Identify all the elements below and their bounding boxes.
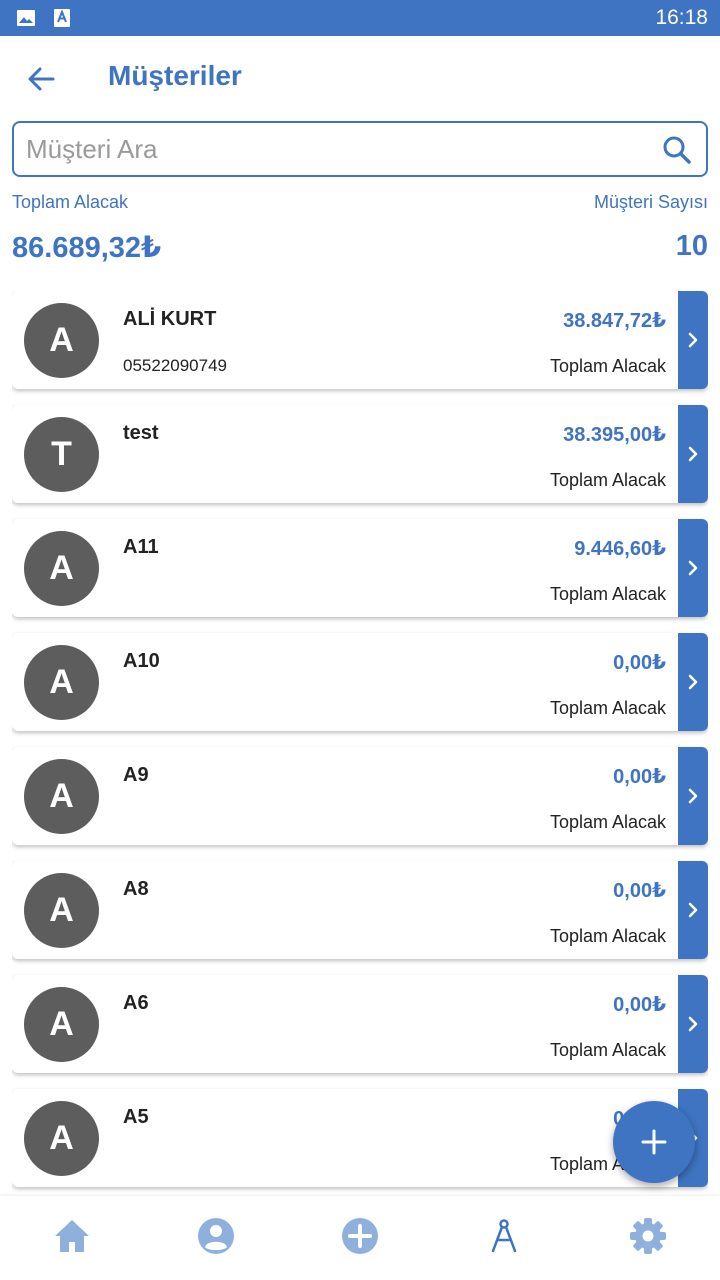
customer-name: A8 xyxy=(123,878,149,900)
customer-count-label: Müşteri Sayısı xyxy=(593,192,708,212)
customer-amount-label: Toplam Alacak xyxy=(549,812,666,832)
account-icon xyxy=(198,1218,234,1254)
customer-name: A9 xyxy=(123,764,149,786)
nav-tools[interactable] xyxy=(484,1216,524,1256)
customer-avatar: A xyxy=(24,303,99,378)
customer-avatar: T xyxy=(24,417,99,492)
customer-avatar: A xyxy=(24,873,99,948)
customer-amount: 0,00₺ xyxy=(613,994,666,1016)
page-title: Müşteriler xyxy=(108,60,242,91)
customer-count-value: 10 xyxy=(675,230,708,262)
customer-amount: 0,00₺ xyxy=(613,880,666,902)
customer-amount: 0,00₺ xyxy=(613,652,666,674)
nav-home[interactable] xyxy=(52,1216,92,1256)
app-bar: Müşteriler xyxy=(0,36,720,120)
customer-list: A ALİ KURT 05522090749 38.847,72₺ Toplam… xyxy=(12,291,708,1196)
add-customer-button[interactable] xyxy=(613,1101,695,1183)
customer-card[interactable]: A A6 0,00₺ Toplam Alacak xyxy=(12,975,708,1073)
total-receivable-label: Toplam Alacak xyxy=(12,192,129,212)
search-input[interactable] xyxy=(26,123,646,175)
customer-amount-label: Toplam Alacak xyxy=(549,584,666,604)
back-button[interactable] xyxy=(22,60,60,98)
customer-name: test xyxy=(123,422,159,444)
customer-detail-button[interactable] xyxy=(678,405,708,503)
arrow-left-icon xyxy=(28,67,55,91)
status-bar: 16:18 xyxy=(0,0,720,36)
customer-detail-button[interactable] xyxy=(678,519,708,617)
compass-icon xyxy=(491,1219,517,1253)
nav-settings[interactable] xyxy=(628,1216,668,1256)
add-circle-icon xyxy=(342,1218,378,1254)
nav-add[interactable] xyxy=(340,1216,380,1256)
customer-amount: 9.446,60₺ xyxy=(574,538,666,560)
bottom-navigation xyxy=(0,1196,720,1280)
customer-amount-label: Toplam Alacak xyxy=(549,698,666,718)
customer-amount-label: Toplam Alacak xyxy=(549,1040,666,1060)
customer-card[interactable]: A A9 0,00₺ Toplam Alacak xyxy=(12,747,708,845)
customer-detail-button[interactable] xyxy=(678,975,708,1073)
customer-card[interactable]: A ALİ KURT 05522090749 38.847,72₺ Toplam… xyxy=(12,291,708,389)
chevron-right-icon xyxy=(688,332,698,348)
customer-card[interactable]: T test 38.395,00₺ Toplam Alacak xyxy=(12,405,708,503)
customer-detail-button[interactable] xyxy=(678,633,708,731)
customer-name: ALİ KURT xyxy=(123,308,217,330)
customer-card[interactable]: A A8 0,00₺ Toplam Alacak xyxy=(12,861,708,959)
customer-card[interactable]: A A11 9.446,60₺ Toplam Alacak xyxy=(12,519,708,617)
chevron-right-icon xyxy=(688,674,698,690)
search-box xyxy=(12,121,708,177)
chevron-right-icon xyxy=(688,1016,698,1032)
status-time: 16:18 xyxy=(655,6,708,29)
settings-icon xyxy=(630,1218,666,1254)
customer-name: A5 xyxy=(123,1106,149,1128)
customer-detail-button[interactable] xyxy=(678,291,708,389)
plus-icon xyxy=(641,1129,667,1155)
customer-amount-label: Toplam Alacak xyxy=(549,356,666,376)
customer-avatar: A xyxy=(24,987,99,1062)
customer-detail-button[interactable] xyxy=(678,747,708,845)
customer-card[interactable]: A A10 0,00₺ Toplam Alacak xyxy=(12,633,708,731)
app-notification-icon xyxy=(54,9,70,27)
customer-avatar: A xyxy=(24,531,99,606)
chevron-right-icon xyxy=(688,788,698,804)
chevron-right-icon xyxy=(688,446,698,462)
home-icon xyxy=(55,1220,89,1252)
customer-card[interactable]: A A5 0,00₺ Toplam Alacak xyxy=(12,1089,708,1187)
customer-detail-button[interactable] xyxy=(678,861,708,959)
customer-amount-label: Toplam Alacak xyxy=(549,470,666,490)
customer-avatar: A xyxy=(24,1101,99,1176)
customer-phone: 05522090749 xyxy=(123,356,228,375)
chevron-right-icon xyxy=(688,902,698,918)
customer-amount: 38.395,00₺ xyxy=(563,424,666,446)
gallery-notification-icon xyxy=(17,10,35,26)
customer-avatar: A xyxy=(24,759,99,834)
customer-name: A10 xyxy=(123,650,160,672)
search-icon[interactable] xyxy=(662,135,692,165)
customer-name: A11 xyxy=(123,536,159,558)
customer-name: A6 xyxy=(123,992,149,1014)
total-receivable-value: 86.689,32₺ xyxy=(12,232,162,264)
chevron-right-icon xyxy=(688,560,698,576)
customer-amount: 0,00₺ xyxy=(613,766,666,788)
customer-amount-label: Toplam Alacak xyxy=(549,926,666,946)
customer-avatar: A xyxy=(24,645,99,720)
nav-account[interactable] xyxy=(196,1216,236,1256)
customer-amount: 38.847,72₺ xyxy=(563,310,666,332)
